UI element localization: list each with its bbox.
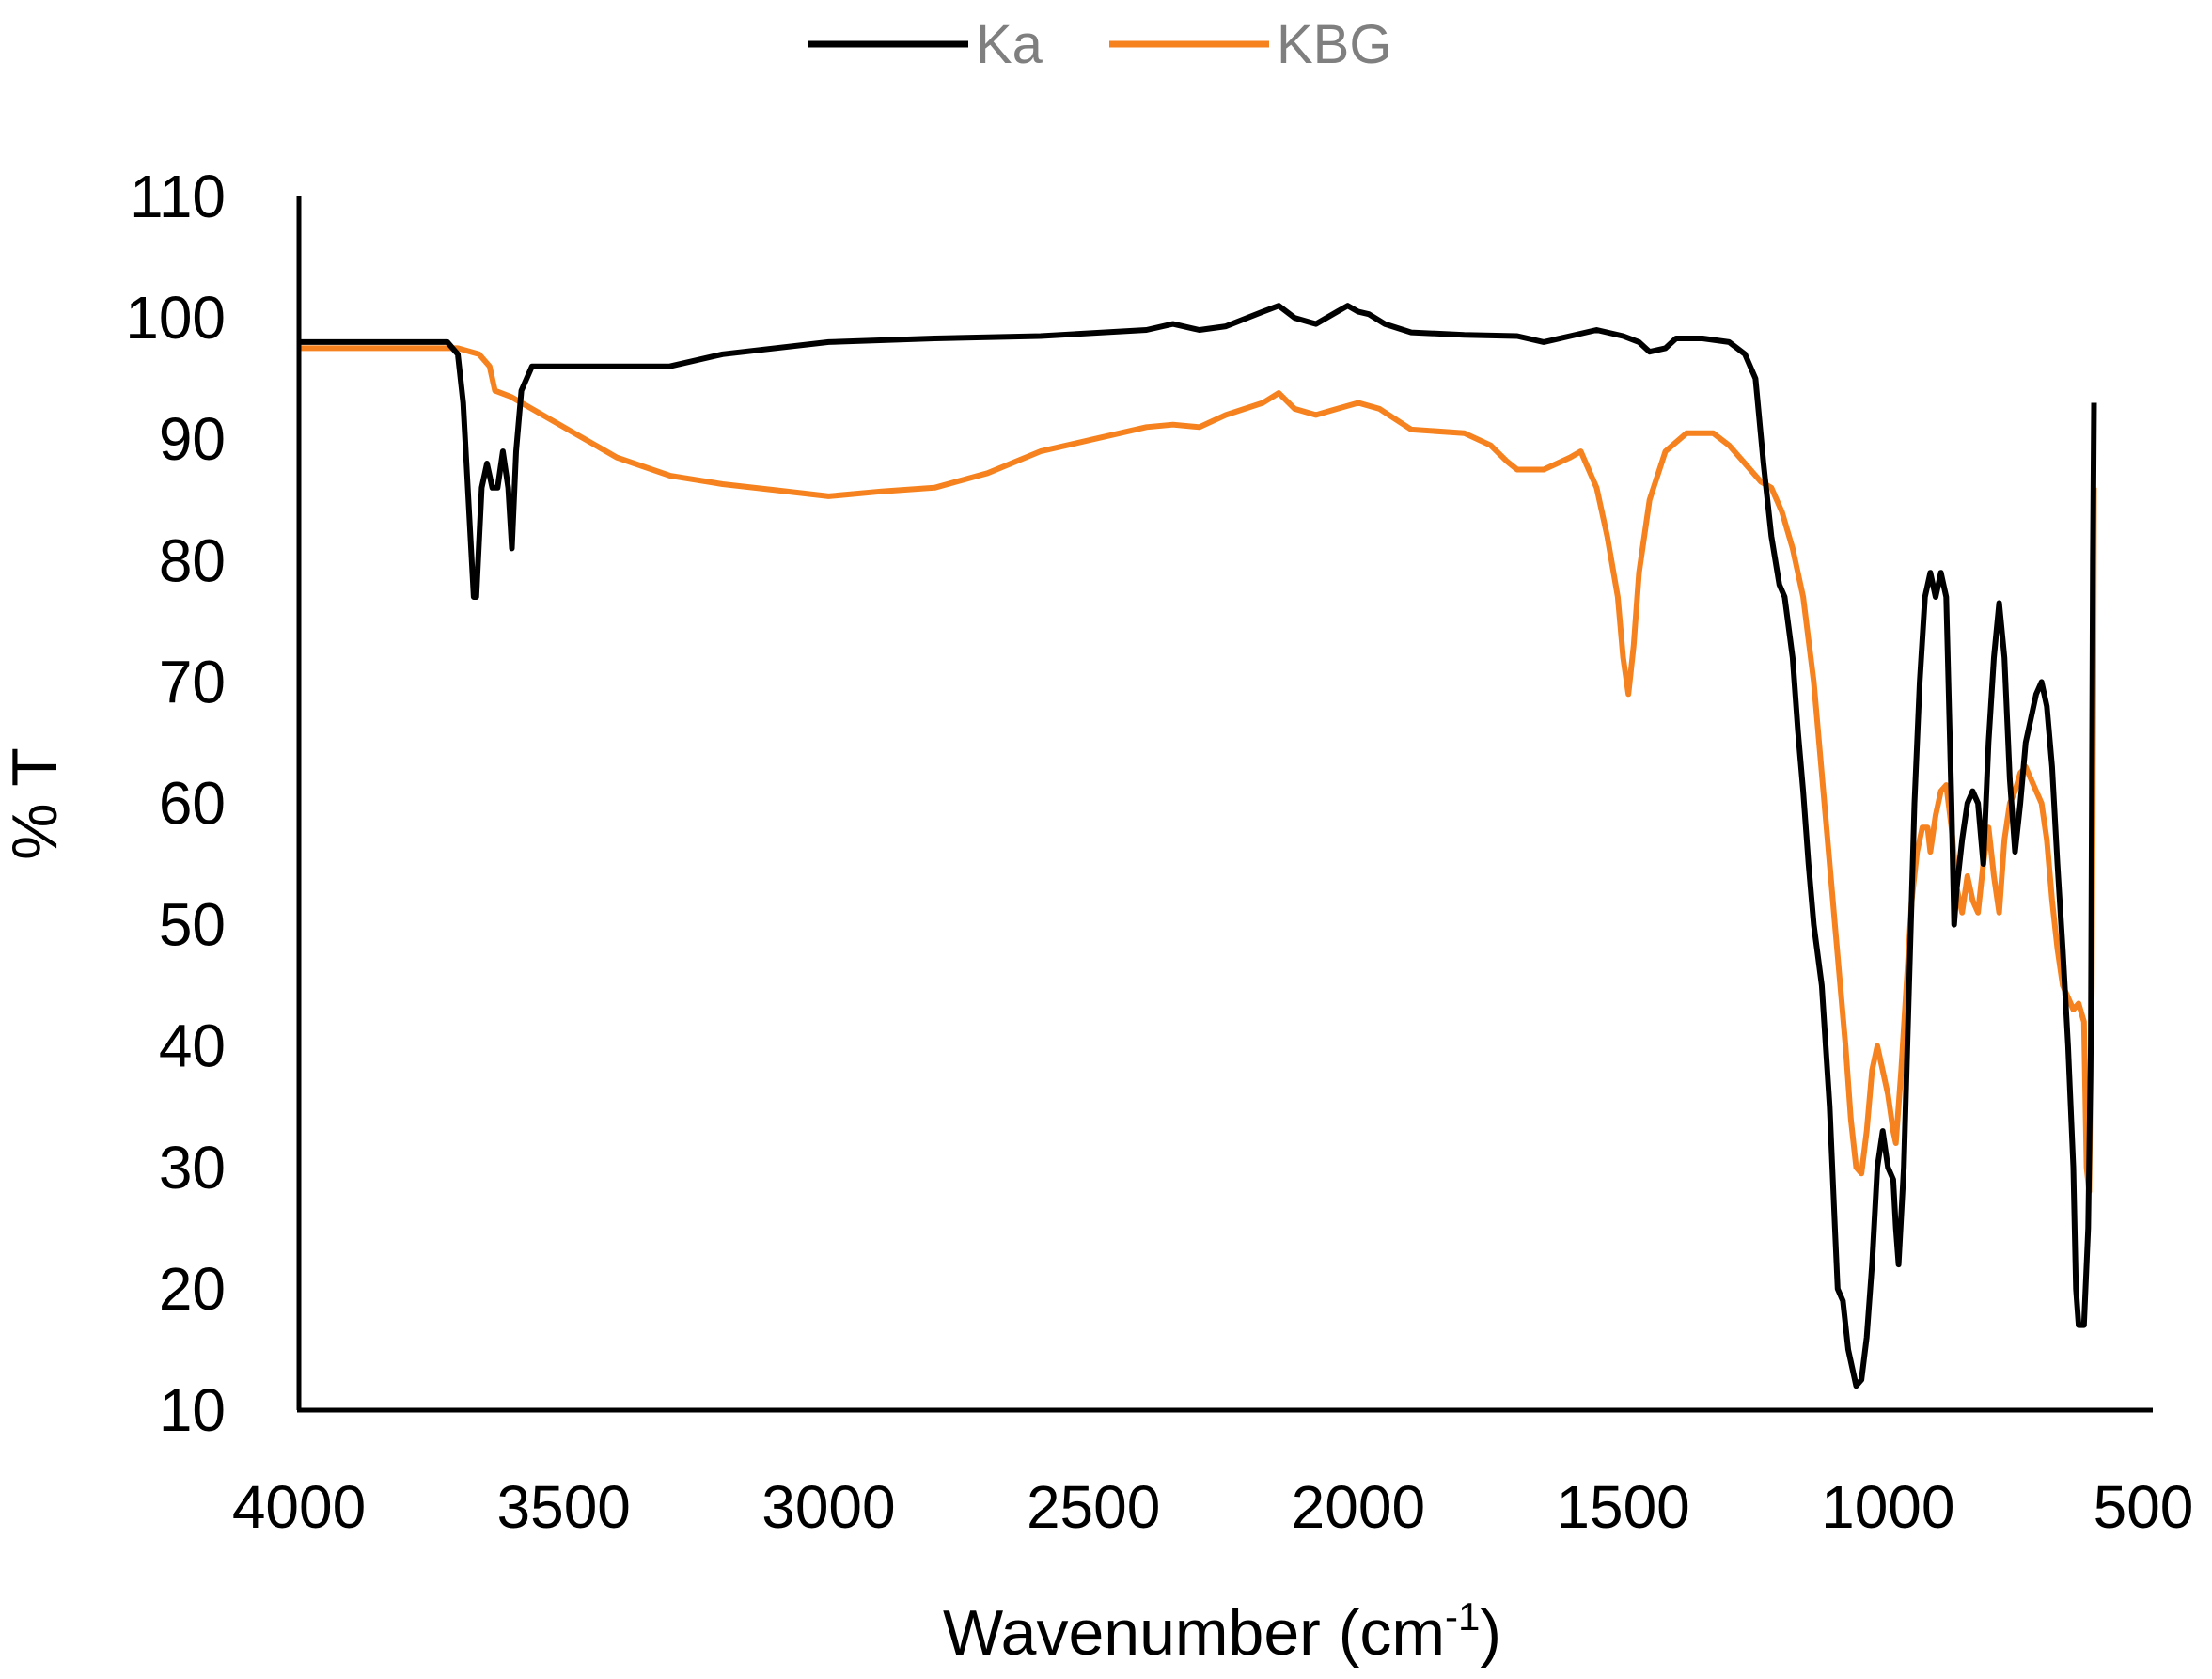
- x-tick-label-1000: 1000: [1821, 1473, 1954, 1541]
- y-tick-label-100: 100: [125, 284, 226, 352]
- x-axis-title: Wavenumber (cm-1): [943, 1594, 1501, 1669]
- series-line-ka: [299, 303, 2097, 1389]
- x-tick-labels: 4000 3500 3000 2500 2000 1500 1000 500: [232, 1473, 2194, 1541]
- y-tick-label-10: 10: [159, 1376, 226, 1444]
- y-tick-label-60: 60: [159, 770, 226, 838]
- x-tick-label-4000: 4000: [232, 1473, 366, 1541]
- y-tick-label-30: 30: [159, 1134, 226, 1201]
- legend-item-kbg: KBG: [1109, 14, 1392, 75]
- x-tick-label-2000: 2000: [1292, 1473, 1425, 1541]
- y-axis-title: % T: [0, 747, 71, 860]
- x-tick-label-3000: 3000: [761, 1473, 895, 1541]
- legend-label-kbg: KBG: [1277, 14, 1392, 75]
- x-tick-label-2500: 2500: [1027, 1473, 1160, 1541]
- x-tick-label-1500: 1500: [1556, 1473, 1689, 1541]
- y-tick-label-20: 20: [159, 1255, 226, 1323]
- y-tick-labels: 110 100 90 80 70 60 50 40 30 20 10: [125, 163, 226, 1444]
- y-tick-label-110: 110: [130, 163, 226, 230]
- legend-item-ka: Ka: [808, 14, 1043, 75]
- y-tick-label-70: 70: [159, 648, 226, 715]
- y-tick-label-90: 90: [159, 405, 226, 473]
- y-tick-label-50: 50: [159, 891, 226, 959]
- x-tick-label-3500: 3500: [497, 1473, 631, 1541]
- x-tick-label-500: 500: [2094, 1473, 2194, 1541]
- plot-lines: [299, 303, 2097, 1389]
- y-tick-label-80: 80: [159, 526, 226, 594]
- legend: Ka KBG: [808, 14, 1392, 75]
- y-tick-label-40: 40: [159, 1012, 226, 1080]
- legend-label-ka: Ka: [976, 14, 1043, 75]
